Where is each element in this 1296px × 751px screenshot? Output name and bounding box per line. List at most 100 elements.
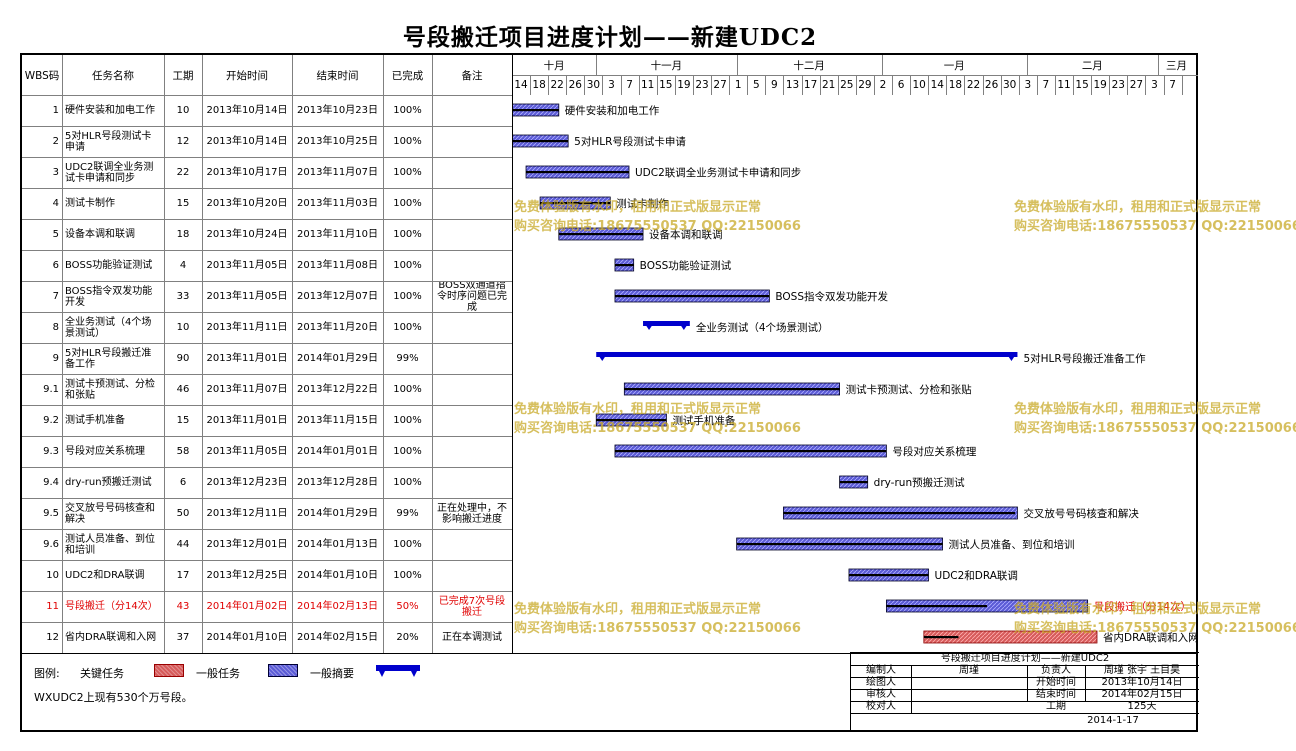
gantt-bar-label: 号段搬迁（分14次） xyxy=(1093,601,1191,613)
day-tick-label: 26 xyxy=(984,79,999,91)
cell-done: 100% xyxy=(393,446,422,457)
day-tick-divider xyxy=(1145,76,1147,95)
cell-start: 2013年12月01日 xyxy=(206,539,288,550)
cell-task-name: 设备本调和联调 xyxy=(65,229,135,240)
day-tick-label: 23 xyxy=(1111,79,1125,91)
header-wbs: WBS码 xyxy=(24,69,60,82)
chart-bottom-border xyxy=(512,653,1198,654)
cell-end: 2014年01月13日 xyxy=(297,539,378,550)
day-tick-divider xyxy=(638,76,640,95)
cell-duration: 10 xyxy=(176,105,190,116)
cell-done: 100% xyxy=(393,384,422,395)
cell-duration: 58 xyxy=(176,446,190,457)
table-row-divider xyxy=(22,436,512,437)
day-tick-label: 13 xyxy=(785,79,800,91)
day-tick-label: 25 xyxy=(840,79,854,91)
header-done: 已完成 xyxy=(391,69,424,82)
table-row-divider xyxy=(22,188,512,189)
title-block-end: 2014年02月15日 xyxy=(1101,689,1183,700)
cell-task-name: BOSS指令双发功能开发 xyxy=(65,285,153,308)
title-block-rule xyxy=(851,713,1199,714)
cell-start: 2013年11月11日 xyxy=(206,322,288,333)
gantt-bar-label: 全业务测试（4个场景测试） xyxy=(695,322,829,334)
cell-start: 2013年10月20日 xyxy=(206,198,288,209)
day-tick-divider xyxy=(982,76,984,95)
cell-end: 2013年11月07日 xyxy=(297,167,378,178)
gantt-progress-line xyxy=(526,171,629,174)
gantt-bar-label: 测试人员准备、到位和培训 xyxy=(948,539,1075,551)
cell-duration: 10 xyxy=(176,322,190,333)
day-tick-divider xyxy=(873,76,875,95)
cell-wbs: 9.3 xyxy=(43,446,59,457)
title-block-checker-label: 校对人 xyxy=(866,701,896,712)
title-block-project: 号段搬迁项目进度计划——新建UDC2 xyxy=(940,653,1110,664)
table-column-divider xyxy=(62,55,63,653)
cell-task-name: 测试人员准备、到位和培训 xyxy=(65,533,155,556)
day-tick-divider xyxy=(964,76,966,95)
cell-task-name: 号段对应关系梳理 xyxy=(65,446,145,457)
day-tick-label: 11 xyxy=(641,79,655,91)
cell-done: 99% xyxy=(396,508,419,519)
cell-wbs: 8 xyxy=(52,322,59,333)
header-end: 结束时间 xyxy=(316,69,359,82)
cell-start: 2013年11月05日 xyxy=(206,260,288,271)
day-tick-label: 18 xyxy=(532,79,546,91)
gantt-bar-label: 测试卡制作 xyxy=(616,198,669,210)
day-tick-label: 7 xyxy=(1042,79,1050,91)
cell-done: 100% xyxy=(393,229,422,240)
day-tick-divider xyxy=(819,76,821,95)
cell-end: 2013年11月03日 xyxy=(297,198,378,209)
day-tick-label: 3 xyxy=(1151,79,1158,91)
day-tick-label: 30 xyxy=(1003,79,1017,91)
day-tick-label: 15 xyxy=(659,79,673,91)
table-column-divider xyxy=(432,55,433,653)
table-row-divider xyxy=(22,126,512,127)
cell-start: 2013年10月14日 xyxy=(206,136,288,147)
day-tick-divider xyxy=(747,76,749,95)
month-label: 十二月 xyxy=(793,60,825,72)
day-tick-label: 1 xyxy=(734,79,742,91)
legend-summary-label: 一般摘要 xyxy=(310,667,354,680)
cell-done: 100% xyxy=(393,291,422,302)
day-tick-divider xyxy=(692,76,694,95)
gantt-progress-line xyxy=(839,481,868,484)
title-block-rule xyxy=(1027,665,1028,701)
cell-task-name: 测试手机准备 xyxy=(65,415,125,426)
cell-note: 已完成7次号段搬迁 xyxy=(438,595,506,618)
month-divider xyxy=(1157,55,1159,75)
day-tick-divider xyxy=(946,76,948,95)
cell-duration: 37 xyxy=(176,632,190,643)
gantt-bar-label: 测试卡预测试、分检和张贴 xyxy=(845,384,972,396)
cell-task-name: 硬件安装和加电工作 xyxy=(65,105,155,116)
gantt-critical-bar xyxy=(923,630,1098,644)
cell-duration: 17 xyxy=(176,570,190,581)
day-tick-label: 7 xyxy=(1169,79,1176,91)
day-tick-label: 22 xyxy=(550,79,564,91)
cell-wbs: 9.4 xyxy=(43,477,59,488)
cell-done: 100% xyxy=(393,167,422,178)
cell-task-name: UDC2联调全业务测试卡申请和同步 xyxy=(65,161,154,184)
table-column-divider xyxy=(512,55,513,653)
gantt-bar-label: 省内DRA联调和入网 xyxy=(1103,632,1199,644)
month-divider xyxy=(1026,55,1028,75)
gantt-bar-label: BOSS功能验证测试 xyxy=(639,260,732,272)
title-block-drawer-label: 绘图人 xyxy=(866,677,896,688)
cell-wbs: 10 xyxy=(46,570,59,581)
header-duration: 工期 xyxy=(172,69,194,82)
title-block-end-label: 结束时间 xyxy=(1036,689,1076,700)
cell-wbs: 4 xyxy=(52,198,59,209)
day-tick-divider xyxy=(1163,76,1165,95)
day-tick-label: 10 xyxy=(912,79,926,91)
gantt-progress-line xyxy=(614,450,887,453)
cell-end: 2013年12月28日 xyxy=(297,477,378,488)
day-tick-divider xyxy=(548,76,550,95)
gantt-progress-line xyxy=(614,295,770,298)
cell-end: 2013年12月07日 xyxy=(297,291,378,302)
title-block-rule xyxy=(851,689,1199,690)
table-row-divider xyxy=(22,653,512,654)
cell-duration: 22 xyxy=(176,167,190,178)
cell-duration: 18 xyxy=(176,229,190,240)
title-block-start-label: 开始时间 xyxy=(1036,677,1076,688)
gantt-progress-line xyxy=(540,202,611,205)
day-tick-label: 26 xyxy=(568,79,582,91)
